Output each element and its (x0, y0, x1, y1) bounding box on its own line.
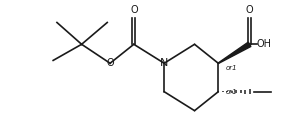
Text: or1: or1 (226, 65, 238, 71)
Text: or1: or1 (226, 89, 238, 95)
Text: OH: OH (257, 39, 272, 49)
Text: N: N (160, 58, 168, 68)
Text: O: O (130, 5, 138, 15)
Text: O: O (246, 5, 253, 15)
Polygon shape (218, 42, 251, 64)
Text: O: O (106, 58, 114, 68)
